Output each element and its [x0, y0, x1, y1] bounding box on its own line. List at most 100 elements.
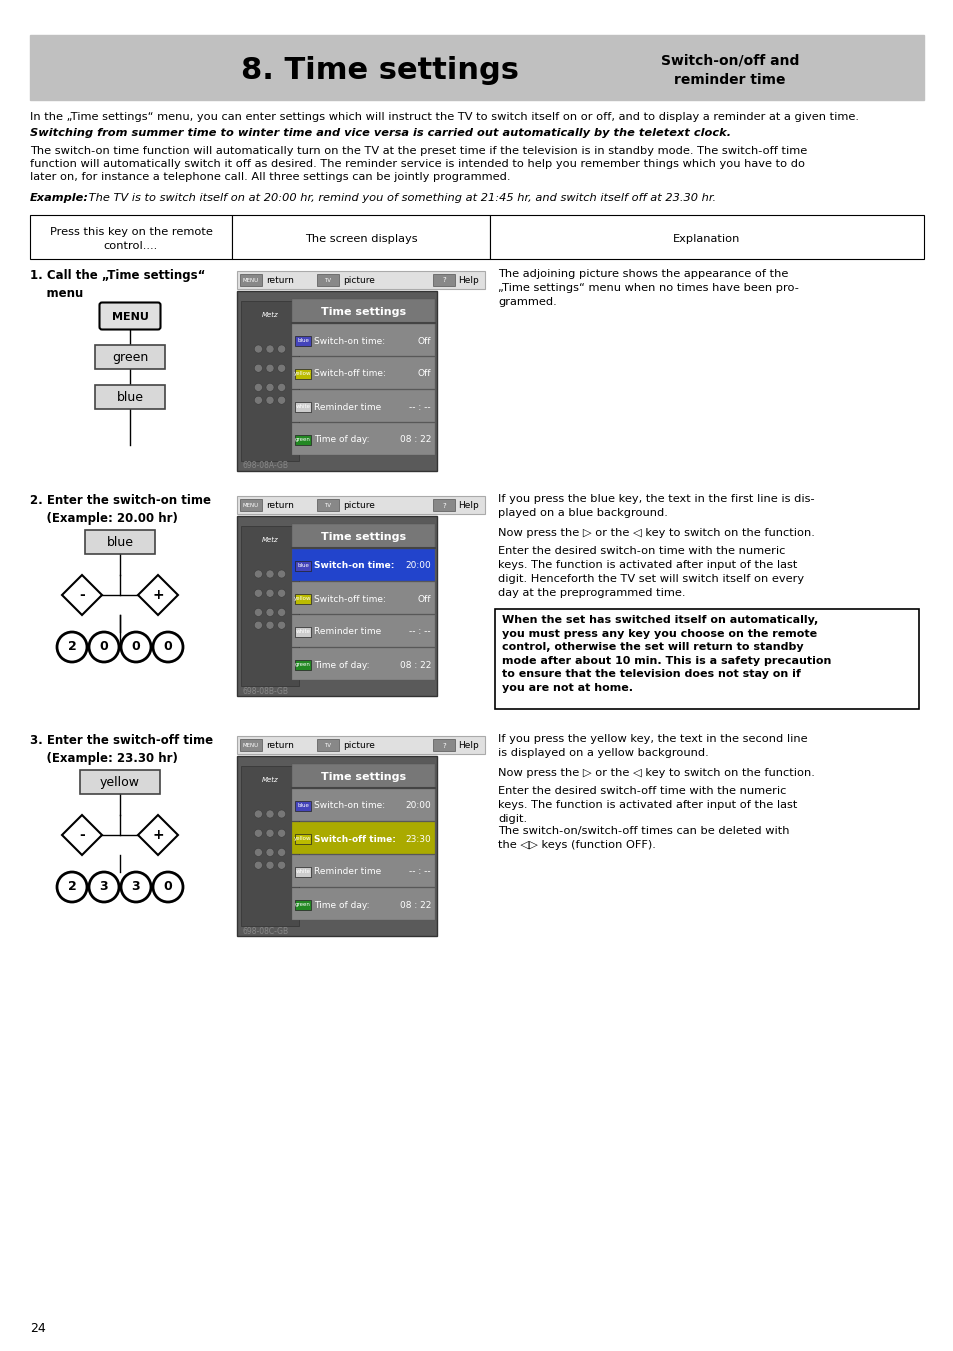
Text: -- : --: -- : --: [409, 403, 431, 412]
Text: 2. Enter the switch-on time
    (Example: 20.00 hr): 2. Enter the switch-on time (Example: 20…: [30, 494, 211, 526]
Bar: [292, 789, 435, 821]
Polygon shape: [62, 815, 102, 855]
Bar: [294, 627, 311, 636]
Text: Switch-on time:: Switch-on time:: [314, 801, 385, 811]
Text: Switching from summer time to winter time and vice versa is carried out automati: Switching from summer time to winter tim…: [30, 128, 730, 138]
Bar: [236, 290, 436, 471]
Text: Time of day:: Time of day:: [314, 901, 369, 909]
Circle shape: [254, 811, 262, 817]
Circle shape: [277, 608, 285, 616]
Text: green: green: [294, 902, 311, 907]
Bar: [294, 435, 311, 444]
Text: Time settings: Time settings: [320, 771, 406, 782]
Text: Metz: Metz: [261, 312, 278, 317]
Text: 08 : 22: 08 : 22: [399, 661, 431, 670]
Text: 0: 0: [164, 881, 172, 893]
Circle shape: [266, 830, 274, 838]
Circle shape: [57, 632, 87, 662]
Circle shape: [254, 830, 262, 838]
Bar: [292, 524, 435, 549]
Circle shape: [254, 861, 262, 869]
Bar: [95, 385, 165, 409]
Circle shape: [254, 570, 262, 578]
Bar: [294, 593, 311, 604]
Bar: [292, 855, 435, 888]
Text: Press this key on the remote
control....: Press this key on the remote control....: [50, 227, 213, 250]
Text: Switch-off time:: Switch-off time:: [314, 835, 395, 843]
Text: 0: 0: [132, 640, 140, 654]
Circle shape: [266, 384, 274, 392]
Text: yellow: yellow: [294, 596, 312, 601]
Bar: [316, 739, 338, 751]
Circle shape: [254, 384, 262, 392]
Bar: [292, 888, 435, 920]
Text: blue: blue: [296, 563, 309, 567]
Bar: [294, 659, 311, 670]
Text: yellow: yellow: [294, 372, 312, 376]
Bar: [236, 272, 484, 289]
Text: white: white: [295, 630, 310, 634]
Text: 698-08B-GB: 698-08B-GB: [243, 686, 289, 696]
Text: The switch-on/switch-off times can be deleted with
the ◁▷ keys (function OFF).: The switch-on/switch-off times can be de…: [497, 825, 789, 850]
Circle shape: [152, 632, 183, 662]
Text: Help: Help: [457, 740, 478, 750]
Bar: [294, 866, 311, 877]
Text: 2: 2: [68, 640, 76, 654]
Text: blue: blue: [296, 802, 309, 808]
Circle shape: [57, 871, 87, 902]
Bar: [30, 35, 923, 100]
Bar: [240, 499, 262, 511]
Polygon shape: [62, 576, 102, 615]
Bar: [85, 530, 154, 554]
Text: Time of day:: Time of day:: [314, 435, 369, 444]
Bar: [292, 423, 435, 455]
Text: Metz: Metz: [261, 536, 278, 543]
Circle shape: [121, 871, 151, 902]
Bar: [292, 582, 435, 613]
Text: Reminder time: Reminder time: [314, 403, 381, 412]
Text: 23:30: 23:30: [405, 835, 431, 843]
Circle shape: [266, 365, 274, 372]
Text: When the set has switched itself on automatically,
you must press any key you ch: When the set has switched itself on auto…: [501, 615, 830, 693]
Circle shape: [254, 848, 262, 857]
Text: 3: 3: [132, 881, 140, 893]
Circle shape: [254, 365, 262, 372]
Bar: [292, 615, 435, 647]
Text: blue: blue: [116, 390, 143, 404]
Circle shape: [254, 608, 262, 616]
Text: blue: blue: [107, 536, 133, 549]
Bar: [433, 499, 455, 511]
Text: later on, for instance a telephone call. All three settings can be jointly progr: later on, for instance a telephone call.…: [30, 172, 510, 182]
Text: Time of day:: Time of day:: [314, 661, 369, 670]
Bar: [292, 648, 435, 680]
Text: TV: TV: [324, 743, 331, 748]
Text: Now press the ▷ or the ◁ key to switch on the function.: Now press the ▷ or the ◁ key to switch o…: [497, 528, 814, 538]
Text: -- : --: -- : --: [409, 867, 431, 877]
Circle shape: [266, 608, 274, 616]
Bar: [241, 301, 298, 461]
Text: -- : --: -- : --: [409, 627, 431, 636]
Circle shape: [277, 384, 285, 392]
Text: function will automatically switch it off as desired. The reminder service is in: function will automatically switch it of…: [30, 159, 804, 169]
Circle shape: [266, 848, 274, 857]
Bar: [294, 801, 311, 811]
Text: 20:00: 20:00: [405, 801, 431, 811]
Text: If you press the blue key, the text in the first line is dis-
played on a blue b: If you press the blue key, the text in t…: [497, 494, 814, 517]
Text: Help: Help: [457, 276, 478, 285]
Bar: [433, 274, 455, 286]
Circle shape: [277, 345, 285, 353]
Circle shape: [254, 345, 262, 353]
Text: Off: Off: [417, 370, 431, 378]
Text: Enter the desired switch-on time with the numeric
keys. The function is activate: Enter the desired switch-on time with th…: [497, 546, 803, 598]
Text: In the „Time settings“ menu, you can enter settings which will instruct the TV t: In the „Time settings“ menu, you can ent…: [30, 112, 858, 122]
Bar: [433, 739, 455, 751]
Bar: [232, 215, 490, 259]
Bar: [241, 526, 298, 686]
Text: 24: 24: [30, 1321, 46, 1335]
Text: 08 : 22: 08 : 22: [399, 435, 431, 444]
Text: picture: picture: [343, 740, 375, 750]
Circle shape: [254, 621, 262, 630]
Text: ?: ?: [441, 743, 445, 748]
Text: return: return: [266, 501, 294, 509]
Text: TV: TV: [324, 278, 331, 282]
